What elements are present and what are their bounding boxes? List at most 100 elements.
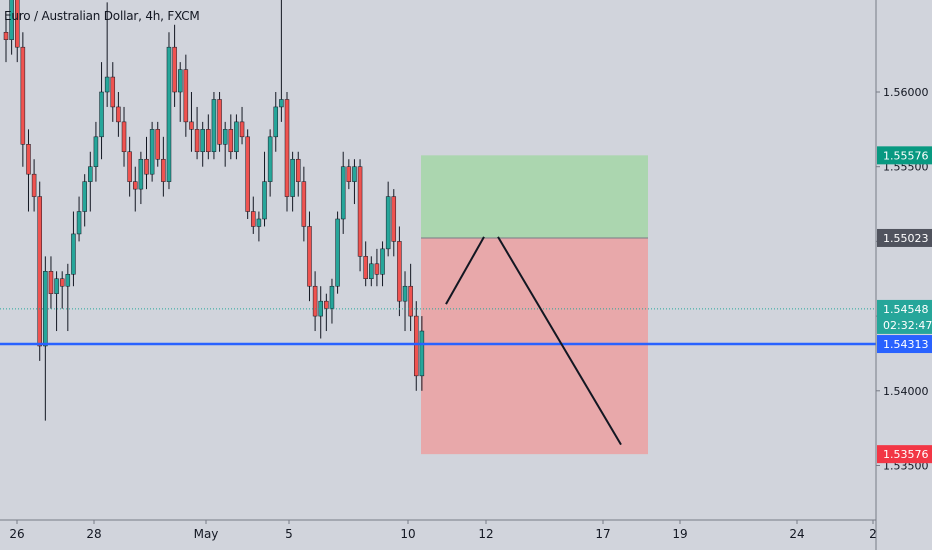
- candle-body: [161, 158, 166, 182]
- projection-path: [445, 236, 622, 446]
- candle-body: [48, 271, 54, 294]
- candle-body: [340, 166, 346, 220]
- candle-body: [414, 315, 419, 377]
- candle-body: [391, 196, 397, 242]
- candle-body: [82, 181, 87, 212]
- candle-body: [380, 248, 385, 275]
- candle-body: [295, 158, 301, 182]
- candle-body: [194, 129, 200, 153]
- price-label-box: [877, 146, 932, 165]
- candle-body: [402, 285, 408, 302]
- candle-body: [408, 285, 413, 317]
- projection-up-segment: [445, 236, 485, 305]
- candle-body: [206, 129, 211, 153]
- time-tick-label: 10: [400, 527, 415, 541]
- price-label-box: [877, 299, 932, 334]
- candle-body: [239, 121, 245, 138]
- candle-body: [104, 76, 110, 93]
- candle-body: [301, 181, 307, 227]
- candle-body: [357, 166, 363, 257]
- price-tick-label: 1.54000: [883, 385, 929, 398]
- candle-body: [59, 278, 65, 287]
- candle-body: [144, 158, 149, 175]
- candle-body: [99, 91, 104, 138]
- candle-body: [273, 106, 279, 138]
- candle-body: [65, 274, 71, 287]
- projection-down-segment: [497, 236, 622, 446]
- candle-body: [290, 158, 295, 197]
- candle-body: [14, 0, 20, 48]
- candle-body: [369, 263, 374, 279]
- candle-body: [228, 129, 234, 153]
- loss-zone: [421, 237, 648, 455]
- candle-body: [166, 46, 172, 182]
- candle-body: [127, 151, 132, 182]
- candle-body: [374, 263, 380, 275]
- price-label: 1.54548: [883, 303, 929, 316]
- price-label-box: [877, 228, 932, 247]
- candle-body: [121, 121, 127, 153]
- candles: [3, 0, 425, 421]
- candle-body: [71, 233, 76, 275]
- candle-body: [284, 99, 290, 197]
- candle-body: [200, 129, 205, 153]
- candle-body: [363, 256, 368, 279]
- candle-body: [267, 136, 273, 182]
- candle-body: [93, 136, 99, 167]
- time-tick-label: 17: [595, 527, 610, 541]
- candle-body: [346, 166, 352, 182]
- time-tick-label: 28: [86, 527, 101, 541]
- price-label-box: [877, 445, 932, 464]
- candle-body: [211, 99, 217, 153]
- candle-body: [335, 218, 340, 287]
- candle-body: [31, 173, 37, 197]
- candle-body: [307, 226, 312, 287]
- time-tick-label: 2: [869, 527, 877, 541]
- candle-body: [279, 99, 284, 108]
- horizontal-lines: [0, 308, 876, 346]
- price-label: 1.54313: [883, 338, 929, 351]
- position-zones: [421, 155, 648, 455]
- price-label-box: [877, 335, 932, 354]
- candle-body: [256, 218, 262, 227]
- candle-body: [222, 129, 228, 145]
- candle-body: [397, 241, 402, 302]
- candle-body: [189, 121, 194, 130]
- candle-body: [20, 46, 26, 145]
- time-tick-label: 19: [672, 527, 687, 541]
- countdown-label: 02:32:47: [883, 319, 932, 332]
- candle-body: [133, 181, 138, 190]
- price-label: 1.55576: [883, 149, 929, 162]
- candle-body: [88, 166, 93, 182]
- candle-body: [54, 278, 59, 294]
- candle-body: [312, 285, 318, 317]
- price-label: 1.55023: [883, 232, 929, 245]
- candle-body: [155, 129, 160, 160]
- candle-body: [318, 300, 323, 317]
- time-tick-label: May: [194, 527, 219, 541]
- candle-body: [352, 166, 357, 182]
- candle-body: [9, 0, 14, 40]
- candle-body: [385, 196, 391, 250]
- time-tick-label: 24: [789, 527, 804, 541]
- time-tick-label: 26: [9, 527, 24, 541]
- candle-body: [177, 69, 183, 93]
- candle-body: [251, 211, 256, 227]
- candle-body: [37, 196, 42, 347]
- candle-body: [116, 106, 121, 123]
- candle-body: [138, 158, 144, 190]
- candle-body: [149, 129, 155, 175]
- candle-body: [234, 121, 239, 153]
- symbol-title: Euro / Australian Dollar, 4h, FXCM: [4, 9, 200, 23]
- candle-body: [172, 46, 177, 93]
- candle-body: [26, 144, 31, 175]
- time-tick-label: 12: [478, 527, 493, 541]
- candle-body: [3, 31, 9, 40]
- time-tick-label: 5: [285, 527, 293, 541]
- candle-body: [110, 76, 116, 108]
- candle-body: [329, 285, 335, 309]
- candle-body: [217, 99, 222, 145]
